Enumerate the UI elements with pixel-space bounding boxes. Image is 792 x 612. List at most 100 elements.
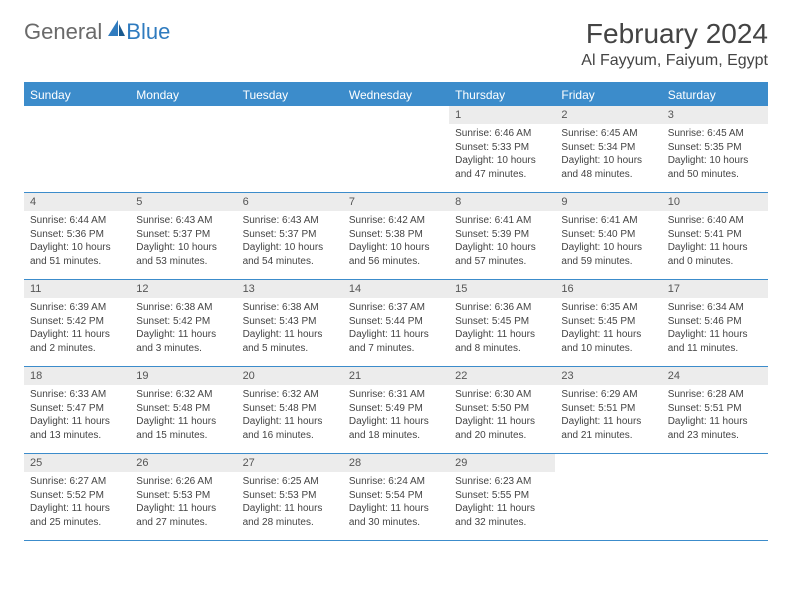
day-daylight2: and 5 minutes. <box>243 342 337 356</box>
calendar-cell: 15Sunrise: 6:36 AMSunset: 5:45 PMDayligh… <box>449 280 555 366</box>
calendar-cell: 21Sunrise: 6:31 AMSunset: 5:49 PMDayligh… <box>343 367 449 453</box>
day-sunrise: Sunrise: 6:24 AM <box>349 475 443 489</box>
calendar-cell: 20Sunrise: 6:32 AMSunset: 5:48 PMDayligh… <box>237 367 343 453</box>
day-sunset: Sunset: 5:49 PM <box>349 402 443 416</box>
day-sunset: Sunset: 5:47 PM <box>30 402 124 416</box>
calendar-cell: 27Sunrise: 6:25 AMSunset: 5:53 PMDayligh… <box>237 454 343 540</box>
logo: General Blue <box>24 18 170 45</box>
day-sunset: Sunset: 5:40 PM <box>561 228 655 242</box>
day-sunrise: Sunrise: 6:44 AM <box>30 214 124 228</box>
day-number: 18 <box>24 367 130 385</box>
day-sunrise: Sunrise: 6:27 AM <box>30 475 124 489</box>
day-sunrise: Sunrise: 6:31 AM <box>349 388 443 402</box>
day-daylight1: Daylight: 10 hours <box>668 154 762 168</box>
day-daylight2: and 21 minutes. <box>561 429 655 443</box>
day-details: Sunrise: 6:46 AMSunset: 5:33 PMDaylight:… <box>449 124 555 187</box>
day-sunset: Sunset: 5:37 PM <box>243 228 337 242</box>
day-sunset: Sunset: 5:51 PM <box>561 402 655 416</box>
day-daylight1: Daylight: 11 hours <box>455 328 549 342</box>
day-daylight2: and 7 minutes. <box>349 342 443 356</box>
day-sunrise: Sunrise: 6:45 AM <box>668 127 762 141</box>
day-header-wed: Wednesday <box>343 84 449 106</box>
month-title: February 2024 <box>581 18 768 50</box>
day-number: 15 <box>449 280 555 298</box>
day-daylight2: and 25 minutes. <box>30 516 124 530</box>
day-sunset: Sunset: 5:53 PM <box>136 489 230 503</box>
day-daylight1: Daylight: 11 hours <box>243 415 337 429</box>
day-header-mon: Monday <box>130 84 236 106</box>
day-daylight1: Daylight: 10 hours <box>455 241 549 255</box>
day-daylight2: and 56 minutes. <box>349 255 443 269</box>
day-details: Sunrise: 6:37 AMSunset: 5:44 PMDaylight:… <box>343 298 449 361</box>
calendar: Sunday Monday Tuesday Wednesday Thursday… <box>24 82 768 541</box>
day-daylight2: and 57 minutes. <box>455 255 549 269</box>
day-daylight2: and 13 minutes. <box>30 429 124 443</box>
calendar-cell: 23Sunrise: 6:29 AMSunset: 5:51 PMDayligh… <box>555 367 661 453</box>
day-number: 5 <box>130 193 236 211</box>
calendar-cell: . <box>555 454 661 540</box>
day-details: Sunrise: 6:36 AMSunset: 5:45 PMDaylight:… <box>449 298 555 361</box>
day-daylight2: and 59 minutes. <box>561 255 655 269</box>
week-row: 18 Sunrise: 6:33 AMSunset: 5:47 PM Dayligh… <box>24 367 768 454</box>
day-sunset: Sunset: 5:50 PM <box>455 402 549 416</box>
day-daylight1: Daylight: 11 hours <box>136 502 230 516</box>
day-daylight1: Daylight: 10 hours <box>243 241 337 255</box>
day-details: Sunrise: 6:24 AMSunset: 5:54 PMDaylight:… <box>343 472 449 535</box>
day-daylight1: Daylight: 11 hours <box>668 328 762 342</box>
day-daylight1: Daylight: 11 hours <box>455 502 549 516</box>
day-daylight2: and 30 minutes. <box>349 516 443 530</box>
day-sunrise: Sunrise: 6:36 AM <box>455 301 549 315</box>
calendar-cell: 19Sunrise: 6:32 AMSunset: 5:48 PMDayligh… <box>130 367 236 453</box>
day-number: 17 <box>662 280 768 298</box>
day-sunset: Sunset: 5:39 PM <box>455 228 549 242</box>
day-sunrise: Sunrise: 6:39 AM <box>30 301 124 315</box>
day-number: 24 <box>662 367 768 385</box>
day-details: Sunrise: 6:27 AMSunset: 5:52 PMDaylight:… <box>24 472 130 535</box>
day-number: 13 <box>237 280 343 298</box>
day-details: Sunrise: 6:44 AMSunset: 5:36 PMDaylight:… <box>24 211 130 274</box>
day-daylight2: and 27 minutes. <box>136 516 230 530</box>
day-daylight1: Daylight: 11 hours <box>455 415 549 429</box>
day-sunset: Sunset: 5:51 PM <box>668 402 762 416</box>
day-sunrise: Sunrise: 6:33 AM <box>30 388 124 402</box>
calendar-cell: . <box>343 106 449 192</box>
calendar-cell: 18Sunrise: 6:33 AMSunset: 5:47 PMDayligh… <box>24 367 130 453</box>
day-details: Sunrise: 6:32 AMSunset: 5:48 PMDaylight:… <box>130 385 236 448</box>
day-daylight2: and 8 minutes. <box>455 342 549 356</box>
location: Al Fayyum, Faiyum, Egypt <box>581 52 768 70</box>
day-daylight2: and 28 minutes. <box>243 516 337 530</box>
day-daylight2: and 47 minutes. <box>455 168 549 182</box>
day-details: Sunrise: 6:25 AMSunset: 5:53 PMDaylight:… <box>237 472 343 535</box>
day-daylight1: Daylight: 10 hours <box>349 241 443 255</box>
day-sunset: Sunset: 5:53 PM <box>243 489 337 503</box>
day-sunset: Sunset: 5:37 PM <box>136 228 230 242</box>
day-header-thu: Thursday <box>449 84 555 106</box>
day-daylight1: Daylight: 11 hours <box>30 328 124 342</box>
day-number: 29 <box>449 454 555 472</box>
day-daylight1: Daylight: 10 hours <box>455 154 549 168</box>
day-daylight2: and 16 minutes. <box>243 429 337 443</box>
day-headers-row: Sunday Monday Tuesday Wednesday Thursday… <box>24 84 768 106</box>
header: General Blue February 2024 Al Fayyum, Fa… <box>0 0 792 78</box>
day-sunrise: Sunrise: 6:26 AM <box>136 475 230 489</box>
day-details: Sunrise: 6:32 AMSunset: 5:48 PMDaylight:… <box>237 385 343 448</box>
logo-text-general: General <box>24 19 102 45</box>
day-daylight1: Daylight: 11 hours <box>243 328 337 342</box>
calendar-cell: 10Sunrise: 6:40 AMSunset: 5:41 PMDayligh… <box>662 193 768 279</box>
day-daylight2: and 0 minutes. <box>668 255 762 269</box>
day-daylight1: Daylight: 11 hours <box>349 502 443 516</box>
day-sunrise: Sunrise: 6:41 AM <box>561 214 655 228</box>
day-details: Sunrise: 6:30 AMSunset: 5:50 PMDaylight:… <box>449 385 555 448</box>
day-header-tue: Tuesday <box>237 84 343 106</box>
calendar-cell: 17Sunrise: 6:34 AMSunset: 5:46 PMDayligh… <box>662 280 768 366</box>
day-number: 12 <box>130 280 236 298</box>
calendar-cell: 16Sunrise: 6:35 AMSunset: 5:45 PMDayligh… <box>555 280 661 366</box>
day-number: 26 <box>130 454 236 472</box>
day-number: 20 <box>237 367 343 385</box>
day-sunrise: Sunrise: 6:34 AM <box>668 301 762 315</box>
day-number: 22 <box>449 367 555 385</box>
calendar-cell: 24Sunrise: 6:28 AMSunset: 5:51 PMDayligh… <box>662 367 768 453</box>
day-sunrise: Sunrise: 6:42 AM <box>349 214 443 228</box>
calendar-cell: 5Sunrise: 6:43 AMSunset: 5:37 PMDaylight… <box>130 193 236 279</box>
day-number: 3 <box>662 106 768 124</box>
